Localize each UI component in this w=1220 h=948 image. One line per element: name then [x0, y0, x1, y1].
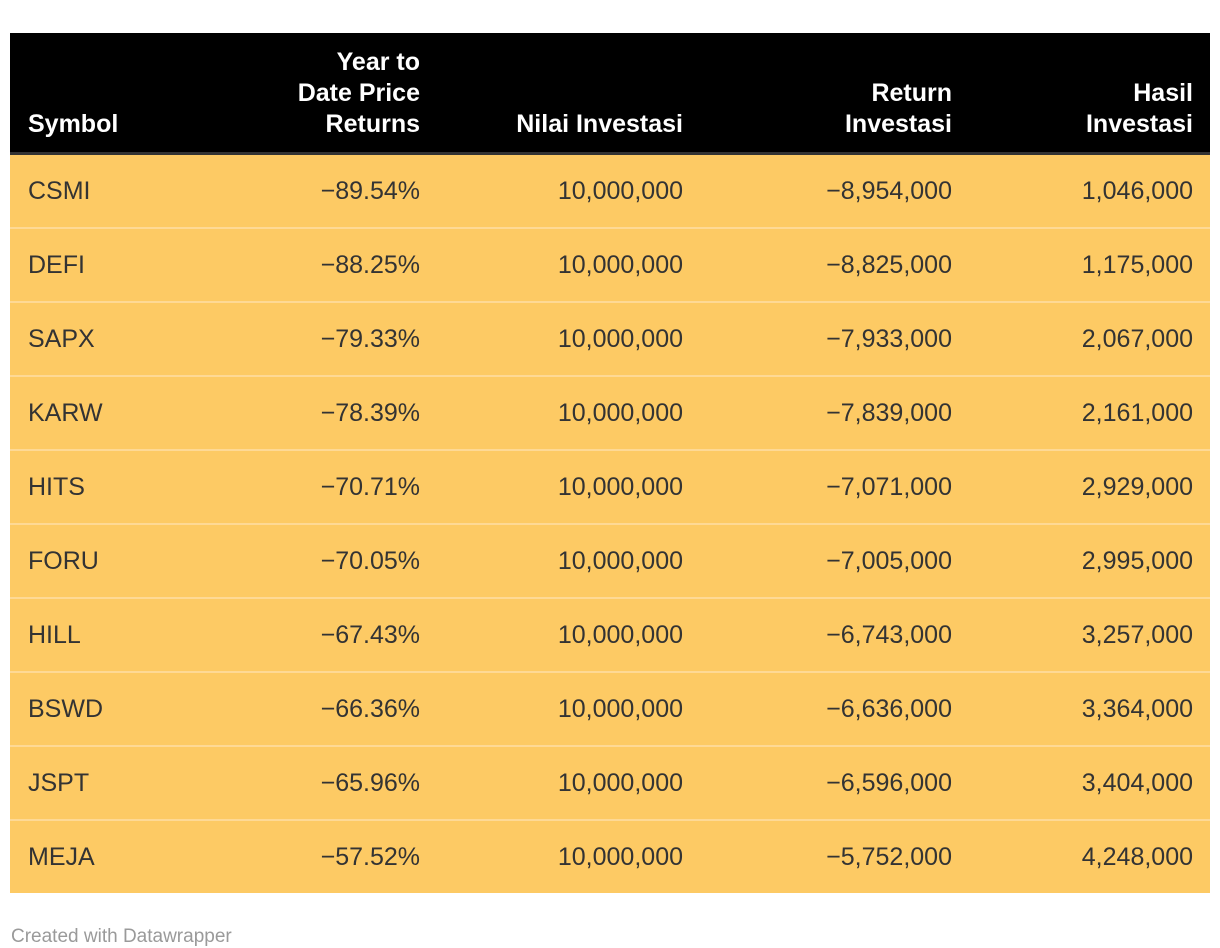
symbol-cell: HITS: [10, 449, 190, 524]
table-body: CSMI −89.54% 10,000,000 −8,954,000 1,046,000…: [10, 153, 1210, 893]
attribution: Created with Datawrapper: [11, 926, 232, 947]
value-cell: 3,364,000: [969, 671, 1210, 746]
value-cell: 10,000,000: [437, 671, 700, 746]
column-header-hasil-investasi: Hasil Investasi: [969, 33, 1210, 155]
value-cell: −57.52%: [190, 819, 437, 893]
value-cell: −5,752,000: [700, 819, 969, 893]
value-cell: −65.96%: [190, 745, 437, 820]
column-header-nilai-investasi: Nilai Investasi: [437, 33, 700, 155]
value-cell: −78.39%: [190, 375, 437, 450]
symbol-cell: JSPT: [10, 745, 190, 820]
value-cell: 10,000,000: [437, 597, 700, 672]
value-cell: 10,000,000: [437, 745, 700, 820]
table-header: Symbol Year to Date Price Returns Nilai …: [10, 33, 1210, 155]
value-cell: 10,000,000: [437, 301, 700, 376]
header-row: Symbol Year to Date Price Returns Nilai …: [10, 33, 1210, 155]
column-header-return-investasi: Return Investasi: [700, 33, 969, 155]
symbol-cell: FORU: [10, 523, 190, 598]
value-cell: −6,596,000: [700, 745, 969, 820]
value-cell: −66.36%: [190, 671, 437, 746]
table-row: KARW −78.39% 10,000,000 −7,839,000 2,161,000: [10, 375, 1210, 450]
column-header-symbol: Symbol: [10, 33, 190, 155]
value-cell: 2,161,000: [969, 375, 1210, 450]
value-cell: −7,933,000: [700, 301, 969, 376]
value-cell: 2,929,000: [969, 449, 1210, 524]
value-cell: 3,404,000: [969, 745, 1210, 820]
value-cell: 10,000,000: [437, 449, 700, 524]
value-cell: −88.25%: [190, 227, 437, 302]
value-cell: 10,000,000: [437, 227, 700, 302]
value-cell: −67.43%: [190, 597, 437, 672]
value-cell: −7,005,000: [700, 523, 969, 598]
value-cell: −8,954,000: [700, 153, 969, 228]
value-cell: −8,825,000: [700, 227, 969, 302]
symbol-cell: HILL: [10, 597, 190, 672]
data-table: Symbol Year to Date Price Returns Nilai …: [10, 33, 1210, 893]
symbol-cell: SAPX: [10, 301, 190, 376]
table-row: SAPX −79.33% 10,000,000 −7,933,000 2,067,000: [10, 301, 1210, 376]
symbol-cell: DEFI: [10, 227, 190, 302]
table-row: HITS −70.71% 10,000,000 −7,071,000 2,929,000: [10, 449, 1210, 524]
value-cell: −70.71%: [190, 449, 437, 524]
value-cell: 10,000,000: [437, 819, 700, 893]
value-cell: 10,000,000: [437, 153, 700, 228]
value-cell: −89.54%: [190, 153, 437, 228]
value-cell: 2,067,000: [969, 301, 1210, 376]
value-cell: 10,000,000: [437, 523, 700, 598]
table-row: CSMI −89.54% 10,000,000 −8,954,000 1,046,000: [10, 153, 1210, 228]
table-row: JSPT −65.96% 10,000,000 −6,596,000 3,404,000: [10, 745, 1210, 820]
value-cell: −7,839,000: [700, 375, 969, 450]
value-cell: −79.33%: [190, 301, 437, 376]
table-row: MEJA −57.52% 10,000,000 −5,752,000 4,248,000: [10, 819, 1210, 893]
value-cell: 2,995,000: [969, 523, 1210, 598]
table-row: BSWD −66.36% 10,000,000 −6,636,000 3,364,000: [10, 671, 1210, 746]
symbol-cell: KARW: [10, 375, 190, 450]
value-cell: −6,743,000: [700, 597, 969, 672]
table-row: FORU −70.05% 10,000,000 −7,005,000 2,995,000: [10, 523, 1210, 598]
value-cell: −6,636,000: [700, 671, 969, 746]
symbol-cell: CSMI: [10, 153, 190, 228]
value-cell: 10,000,000: [437, 375, 700, 450]
value-cell: 4,248,000: [969, 819, 1210, 893]
table-row: DEFI −88.25% 10,000,000 −8,825,000 1,175,000: [10, 227, 1210, 302]
value-cell: −70.05%: [190, 523, 437, 598]
table-row: HILL −67.43% 10,000,000 −6,743,000 3,257,000: [10, 597, 1210, 672]
value-cell: 1,175,000: [969, 227, 1210, 302]
value-cell: −7,071,000: [700, 449, 969, 524]
symbol-cell: MEJA: [10, 819, 190, 893]
value-cell: 3,257,000: [969, 597, 1210, 672]
column-header-ytd-price-returns: Year to Date Price Returns: [190, 33, 437, 155]
symbol-cell: BSWD: [10, 671, 190, 746]
value-cell: 1,046,000: [969, 153, 1210, 228]
